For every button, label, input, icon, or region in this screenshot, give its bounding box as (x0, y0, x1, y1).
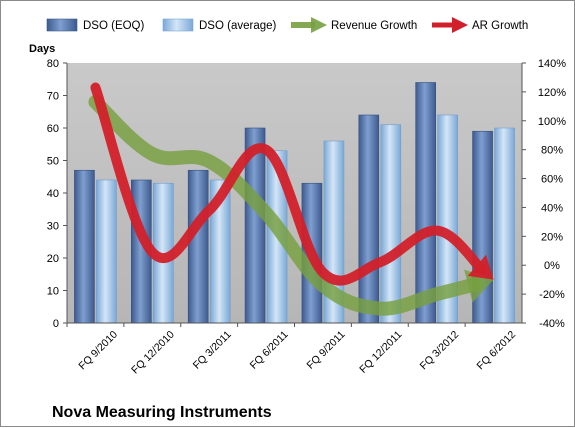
legend-label-ar-growth: AR Growth (472, 20, 528, 32)
bar-dso-eoq-6 (415, 82, 436, 324)
left-axis: 0 10 20 30 40 50 60 70 80 (47, 58, 67, 330)
right-tick-label: -40% (539, 318, 565, 330)
left-tick-label: 80 (47, 58, 59, 70)
bar-dso-eoq-5 (358, 114, 380, 324)
category-label: FQ 3/2012 (418, 329, 462, 373)
right-tick-label: 0% (544, 260, 560, 272)
category-label: FQ 6/2011 (248, 329, 291, 372)
category-label: FQ 12/2011 (357, 329, 404, 376)
bar-dso-eoq-0 (74, 169, 95, 324)
chart-title: Nova Measuring Instruments (52, 404, 272, 421)
left-tick-label: 60 (47, 123, 59, 135)
left-tick-label: 0 (53, 318, 59, 330)
category-label: FQ 6/2012 (475, 329, 519, 373)
left-tick-label: 30 (47, 221, 59, 233)
bar-dso-average-7 (494, 127, 515, 324)
line-series (88, 82, 494, 316)
y-axis-title: Days (29, 43, 55, 55)
right-tick-label: 100% (538, 116, 566, 128)
legend-swatch-dso-average (162, 18, 194, 32)
bar-dso-eoq-2 (187, 169, 209, 324)
right-tick-label: 140% (538, 58, 566, 70)
arrowhead-ar-growth (467, 254, 494, 280)
right-tick-label: 120% (538, 87, 566, 99)
category-label: FQ 12/2010 (129, 329, 177, 377)
legend-label-dso-average: DSO (average) (199, 20, 277, 32)
right-tick-label: 60% (541, 174, 563, 186)
legend-label-revenue-growth: Revenue Growth (331, 20, 417, 32)
legend: DSO (EOQ) DSO (average) Revenue Growth A… (46, 17, 528, 33)
category-label: FQ 9/2010 (76, 329, 120, 373)
line-ar-growth (90, 82, 487, 286)
legend-arrow-ar-growth (432, 17, 468, 33)
left-tick-label: 10 (47, 286, 59, 298)
right-tick-label: 40% (541, 202, 563, 214)
left-tick-label: 50 (47, 156, 59, 168)
legend-label-dso-eoq: DSO (EOQ) (83, 20, 145, 32)
legend-arrow-revenue-growth (291, 17, 327, 33)
legend-swatch-dso-eoq (46, 18, 78, 32)
category-axis: FQ 9/2010 FQ 12/2010 FQ 3/2011 FQ 6/2011 FQ … (66, 323, 519, 377)
left-tick-label: 20 (47, 253, 59, 265)
right-tick-label: -20% (539, 289, 565, 301)
right-tick-label: 80% (541, 145, 563, 157)
line-revenue-growth (88, 95, 483, 316)
right-tick-label: 20% (541, 231, 563, 243)
category-label: FQ 9/2011 (304, 329, 347, 372)
bar-dso-average-5 (380, 124, 402, 324)
bar-dso-average-0 (96, 179, 117, 324)
category-label: FQ 3/2011 (191, 329, 234, 372)
right-axis: -40% -20% 0% 20% 40% 60% 80% 100% 120% 140% (522, 58, 566, 330)
left-tick-label: 70 (47, 91, 59, 103)
left-tick-label: 40 (47, 188, 59, 200)
